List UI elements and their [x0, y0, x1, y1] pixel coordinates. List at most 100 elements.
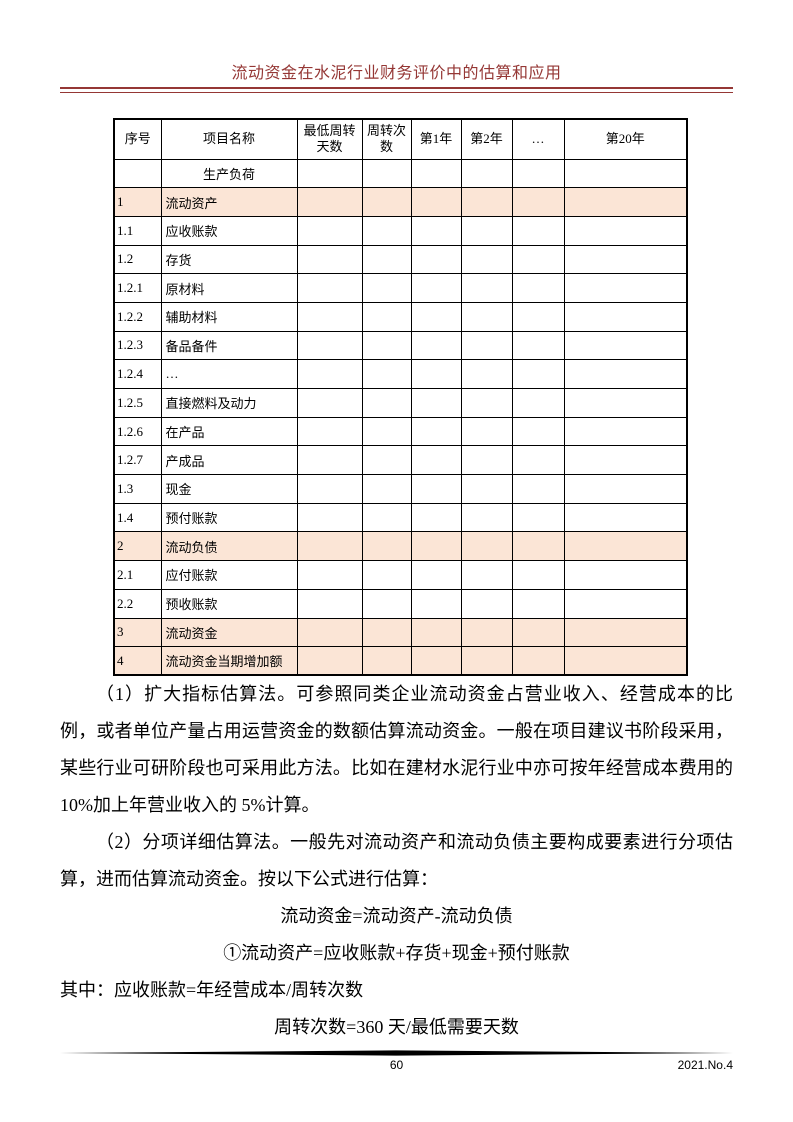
paragraph: （1）扩大指标估算法。可参照同类企业流动资金占营业收入、经营成本的比例，或者单位… [60, 684, 733, 815]
value-cell [296, 416, 363, 447]
value-cell [460, 273, 513, 303]
value-cell [563, 474, 688, 504]
table-row: 1.2.4… [113, 359, 688, 389]
item-name-cell: 流动资金 [160, 617, 298, 648]
page-title: 流动资金在水泥行业财务评价中的估算和应用 [231, 65, 562, 82]
row-number-cell: 1.2.2 [113, 301, 162, 332]
formula-line: 其中：应收账款=年经营成本/周转次数 [60, 980, 364, 1000]
header-rule [60, 87, 733, 93]
value-cell [410, 531, 462, 562]
column-header: 第2年 [460, 118, 513, 160]
item-name-cell: 流动资产 [160, 187, 298, 217]
value-cell [511, 244, 565, 275]
value-cell [460, 330, 513, 361]
column-header: 序号 [113, 118, 162, 160]
row-number-cell: 1.3 [113, 474, 162, 504]
column-header: 周转次数 [361, 118, 412, 160]
value-cell [563, 215, 688, 246]
value-cell [460, 215, 513, 246]
value-cell [563, 560, 688, 590]
value-cell [410, 301, 462, 332]
item-name-cell: 原材料 [160, 273, 298, 303]
value-cell [361, 445, 412, 476]
value-cell [410, 187, 462, 217]
table-row: 1.2.7 产成品 [113, 445, 688, 476]
row-number-cell: 3 [113, 617, 162, 648]
value-cell [296, 617, 363, 648]
value-cell [563, 531, 688, 562]
value-cell [511, 359, 565, 389]
value-cell [410, 273, 462, 303]
item-name-cell: 预收账款 [160, 588, 298, 619]
value-cell [410, 244, 462, 275]
value-cell [460, 531, 513, 562]
value-cell [410, 646, 462, 676]
value-cell [296, 502, 363, 533]
value-cell [460, 301, 513, 332]
footer-rule [60, 1050, 733, 1056]
value-cell [410, 359, 462, 389]
value-cell [460, 158, 513, 189]
footer: 60 2021.No.4 [60, 1058, 733, 1072]
value-cell [361, 588, 412, 619]
table-row: 2.1 应付账款 [113, 560, 688, 590]
row-number-cell [113, 158, 162, 189]
column-header: 最低周转天数 [296, 118, 363, 160]
formula-line: ①流动资产=应收账款+存货+现金+预付账款 [223, 943, 570, 963]
value-cell [410, 445, 462, 476]
value-cell [460, 416, 513, 447]
table-row: 1.3 现金 [113, 474, 688, 504]
column-header: 第1年 [410, 118, 462, 160]
value-cell [460, 445, 513, 476]
value-cell [296, 474, 363, 504]
table-row: 1.2.2 辅助材料 [113, 301, 688, 332]
value-cell [296, 445, 363, 476]
value-cell [511, 531, 565, 562]
item-name-cell: 备品备件 [160, 330, 298, 361]
value-cell [511, 215, 565, 246]
value-cell [410, 617, 462, 648]
value-cell [511, 646, 565, 676]
value-cell [410, 330, 462, 361]
value-cell [563, 646, 688, 676]
item-name-cell: 流动资金当期增加额 [160, 646, 298, 676]
footer-bar [60, 1050, 733, 1056]
value-cell [361, 187, 412, 217]
table-header-row: 序号 项目名称 最低周转天数 周转次数 第1年 第2年… 第20年 [113, 118, 688, 160]
item-name-cell: 预付账款 [160, 502, 298, 533]
row-number-cell: 2 [113, 531, 162, 562]
value-cell [296, 273, 363, 303]
row-number-cell: 1.2.1 [113, 273, 162, 303]
value-cell [410, 416, 462, 447]
item-name-cell: 生产负荷 [160, 158, 298, 189]
body-text: （1）扩大指标估算法。可参照同类企业流动资金占营业收入、经营成本的比例，或者单位… [60, 676, 733, 1046]
table-row: 1.1 应收账款 [113, 215, 688, 246]
value-cell [361, 215, 412, 246]
value-cell [410, 158, 462, 189]
value-cell [296, 187, 363, 217]
value-cell [511, 502, 565, 533]
value-cell [511, 416, 565, 447]
row-number-cell: 1.4 [113, 502, 162, 533]
value-cell [361, 560, 412, 590]
item-name-cell: 在产品 [160, 416, 298, 447]
row-number-cell: 2.1 [113, 560, 162, 590]
table-row: 1.2 存货 [113, 244, 688, 275]
value-cell [296, 158, 363, 189]
item-name-cell: 应收账款 [160, 215, 298, 246]
value-cell [410, 502, 462, 533]
item-name-cell: 产成品 [160, 445, 298, 476]
value-cell [511, 560, 565, 590]
item-name-cell: … [160, 359, 298, 389]
value-cell [296, 531, 363, 562]
row-number-cell: 1.2.6 [113, 416, 162, 447]
value-cell [563, 502, 688, 533]
value-cell [410, 474, 462, 504]
value-cell [460, 617, 513, 648]
row-number-cell: 1 [113, 187, 162, 217]
value-cell [296, 215, 363, 246]
table-row: 1.2.3 备品备件 [113, 330, 688, 361]
value-cell [296, 359, 363, 389]
table-row: 2 流动负债 [113, 531, 688, 562]
